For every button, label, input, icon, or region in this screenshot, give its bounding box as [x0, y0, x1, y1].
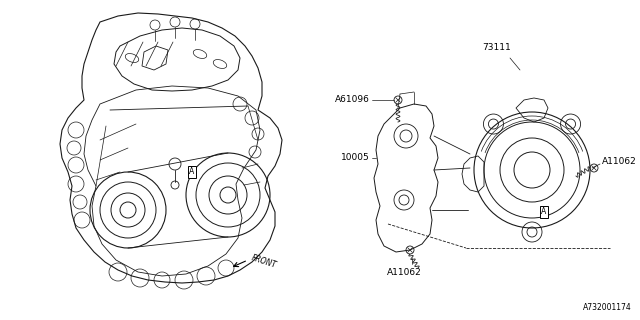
Text: A: A	[189, 167, 195, 177]
Text: 10005: 10005	[341, 154, 370, 163]
Text: A732001174: A732001174	[583, 303, 632, 312]
Text: FRONT: FRONT	[250, 254, 278, 270]
Circle shape	[171, 181, 179, 189]
Text: 73111: 73111	[483, 43, 511, 52]
Text: A11062: A11062	[602, 157, 637, 166]
Text: A61096: A61096	[335, 95, 370, 105]
Text: A: A	[541, 207, 547, 217]
Text: A11062: A11062	[387, 268, 421, 277]
